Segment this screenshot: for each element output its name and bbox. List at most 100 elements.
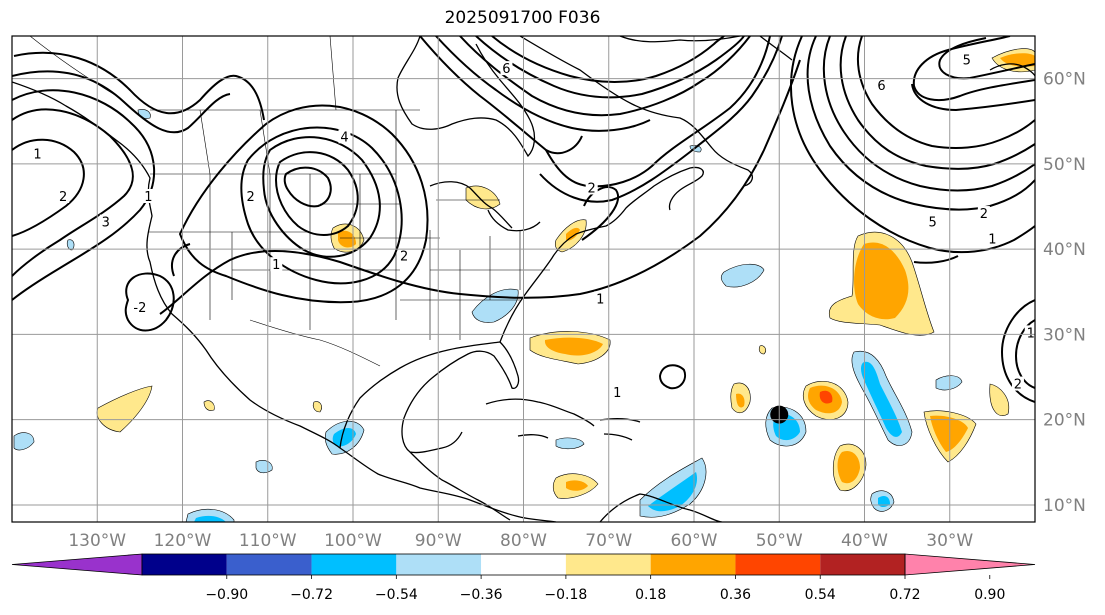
contour-label: 1 — [596, 292, 604, 307]
colorbar-segment — [650, 554, 736, 575]
contour-line — [171, 243, 191, 277]
colorbar-segment — [820, 554, 905, 575]
lon-tick-label: 30°W — [926, 531, 973, 551]
lat-tick-label: 40°N — [1043, 240, 1086, 260]
colorbar-tick-label: 0.72 — [889, 587, 920, 603]
contour-line — [491, 36, 725, 83]
anomaly-negative-region — [332, 428, 356, 447]
colorbar-tick-label: −0.72 — [290, 587, 333, 603]
contour-line — [658, 364, 686, 390]
contour-label-bg — [977, 206, 990, 221]
contour-line — [12, 70, 231, 134]
lon-tick-label: 80°W — [500, 531, 547, 551]
coastline — [499, 166, 704, 343]
border-line — [249, 319, 381, 367]
anomaly-shading — [13, 48, 1035, 522]
border-line — [329, 36, 337, 111]
contour-line — [1000, 299, 1035, 403]
lon-tick-label: 50°W — [756, 531, 803, 551]
lon-tick-label: 110°W — [239, 531, 297, 551]
coastline — [339, 341, 520, 454]
colorbar-labels: −0.90 −0.72 −0.54 −0.36 −0.18 0.18 0.36 0.54 0.7… — [205, 575, 1005, 603]
border-line — [199, 109, 211, 175]
lat-tick-label: 50°N — [1043, 155, 1086, 175]
contour-label: -2 — [133, 301, 146, 316]
coastline — [519, 36, 754, 187]
contour-label-bg — [611, 385, 624, 400]
contour-label-bg — [57, 189, 70, 203]
coastline — [619, 36, 741, 43]
lat-tick-label: 10°N — [1043, 496, 1086, 516]
contour-line — [283, 166, 332, 208]
colorbar-segment — [481, 554, 566, 575]
colorbar-tick-label: 0.90 — [974, 587, 1005, 603]
contour-line — [822, 36, 1035, 192]
colorbar-tick-label: −0.18 — [544, 587, 587, 603]
anomaly-positive-region — [544, 337, 603, 356]
contour-line — [938, 37, 1035, 80]
contour-line — [12, 89, 156, 301]
colorbar-extend-max — [904, 553, 1036, 576]
contour-label: 4 — [340, 130, 348, 145]
coastline — [429, 181, 513, 229]
contour-line — [806, 36, 1035, 211]
contour-line — [581, 186, 619, 241]
anomaly-negative-region — [555, 437, 585, 450]
coastline — [603, 433, 633, 441]
contour-line — [839, 36, 1035, 170]
contour-label-bg — [133, 299, 146, 314]
coastline — [599, 418, 641, 423]
contour-label: 2 — [400, 250, 408, 265]
contour-label-bg — [398, 248, 411, 263]
contour-line — [545, 36, 771, 188]
contour-line — [12, 108, 134, 277]
contour-label: 2 — [980, 207, 988, 222]
lon-tick-label: 90°W — [415, 531, 462, 551]
anomaly-positive-region — [338, 230, 356, 248]
colorbar-extend-min — [11, 553, 143, 576]
contour-label: 2 — [59, 190, 67, 205]
contour-label-bg — [1011, 376, 1024, 391]
anomaly-negative-region — [720, 263, 765, 288]
lon-tick-label: 130°W — [68, 531, 126, 551]
contour-line — [790, 36, 1035, 254]
lon-tick-label: 100°W — [324, 531, 382, 551]
contour-line — [856, 36, 1035, 149]
contour-label-bg — [244, 189, 257, 203]
colorbar-tick-label: −0.54 — [375, 587, 418, 603]
contour-line — [124, 272, 175, 332]
coastline — [487, 209, 541, 232]
coastline — [517, 434, 549, 439]
contour-line — [435, 36, 651, 132]
anomaly-positive-region — [203, 400, 215, 411]
contour-line — [539, 36, 783, 203]
colorbar — [11, 553, 1036, 576]
contour-label-bg — [594, 291, 607, 306]
map-frame — [11, 35, 1036, 523]
contour-label: 6 — [502, 62, 510, 77]
map-title: 2025091700 F036 — [444, 8, 601, 28]
colorbar-segment — [735, 554, 821, 575]
lon-tick-label: 70°W — [585, 531, 632, 551]
coastlines — [12, 36, 1035, 522]
colorbar-tick-label: −0.90 — [205, 587, 248, 603]
anomaly-negative-region — [137, 109, 151, 119]
coastline — [599, 493, 723, 522]
anomaly-positive-region — [837, 450, 860, 484]
anomaly-negative-region — [255, 460, 273, 474]
contour-label-bg — [960, 52, 973, 67]
contour-label-bg — [31, 146, 44, 161]
anomaly-positive-region — [312, 401, 322, 413]
colorbar-tick-label: 0.54 — [805, 587, 836, 603]
contour-label: 2 — [1014, 378, 1022, 393]
anomaly-negative-region — [13, 432, 35, 451]
lat-tick-label: 20°N — [1043, 411, 1086, 431]
anomaly-positive-region — [819, 390, 833, 404]
coastline — [485, 398, 595, 427]
contour-line — [12, 138, 85, 237]
coastline — [759, 36, 793, 61]
lon-tick-label: 60°W — [671, 531, 718, 551]
colorbar-segment — [396, 554, 482, 575]
longitude-labels: 130°W 120°W 110°W 100°W 90°W 80°W 70°W 60°W 50°W… — [68, 531, 973, 551]
contour-label: 1 — [33, 147, 41, 162]
